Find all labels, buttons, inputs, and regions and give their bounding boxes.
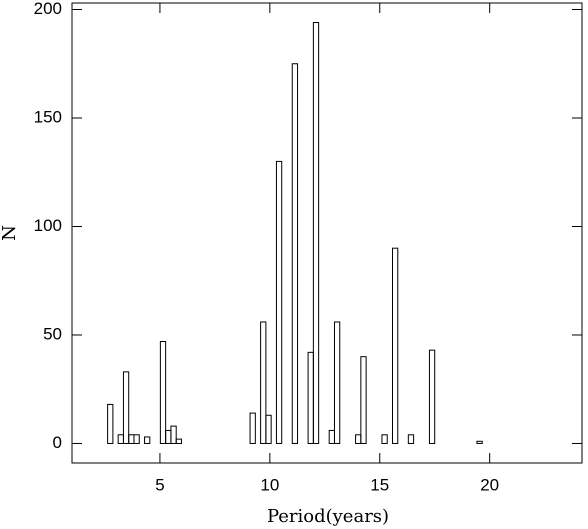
bar (144, 436, 151, 444)
plot-frame (71, 2, 583, 464)
bar (260, 321, 267, 444)
bar (170, 425, 177, 444)
bar (333, 321, 341, 444)
bar (307, 351, 314, 444)
bar (159, 340, 167, 444)
y-tick-label: 150 (34, 107, 62, 126)
bar (407, 434, 415, 444)
bar (275, 160, 283, 444)
bar (133, 434, 140, 444)
y-tick-label: 100 (34, 216, 62, 235)
x-axis-label: Period(years) (267, 506, 389, 527)
x-tick-label: 15 (370, 475, 389, 494)
bar (428, 349, 436, 444)
bar (175, 438, 182, 444)
bar (265, 414, 272, 444)
bar (355, 434, 362, 444)
bar (360, 356, 367, 444)
bar (328, 429, 335, 444)
bar (107, 403, 114, 444)
bar (476, 440, 483, 444)
bar (249, 412, 256, 444)
bar (381, 434, 388, 444)
bar (291, 63, 299, 444)
y-tick-label: 0 (53, 433, 62, 452)
bar (117, 434, 124, 444)
y-tick-label: 200 (34, 0, 62, 18)
bar (392, 247, 399, 444)
y-axis-label: N (0, 225, 20, 241)
bar (122, 371, 130, 444)
bar (128, 434, 135, 444)
bar (312, 22, 320, 444)
y-tick-label: 50 (43, 324, 62, 343)
x-tick-label: 20 (480, 475, 499, 494)
x-tick-label: 5 (155, 475, 164, 494)
bar (165, 429, 172, 444)
x-tick-label: 10 (260, 475, 279, 494)
